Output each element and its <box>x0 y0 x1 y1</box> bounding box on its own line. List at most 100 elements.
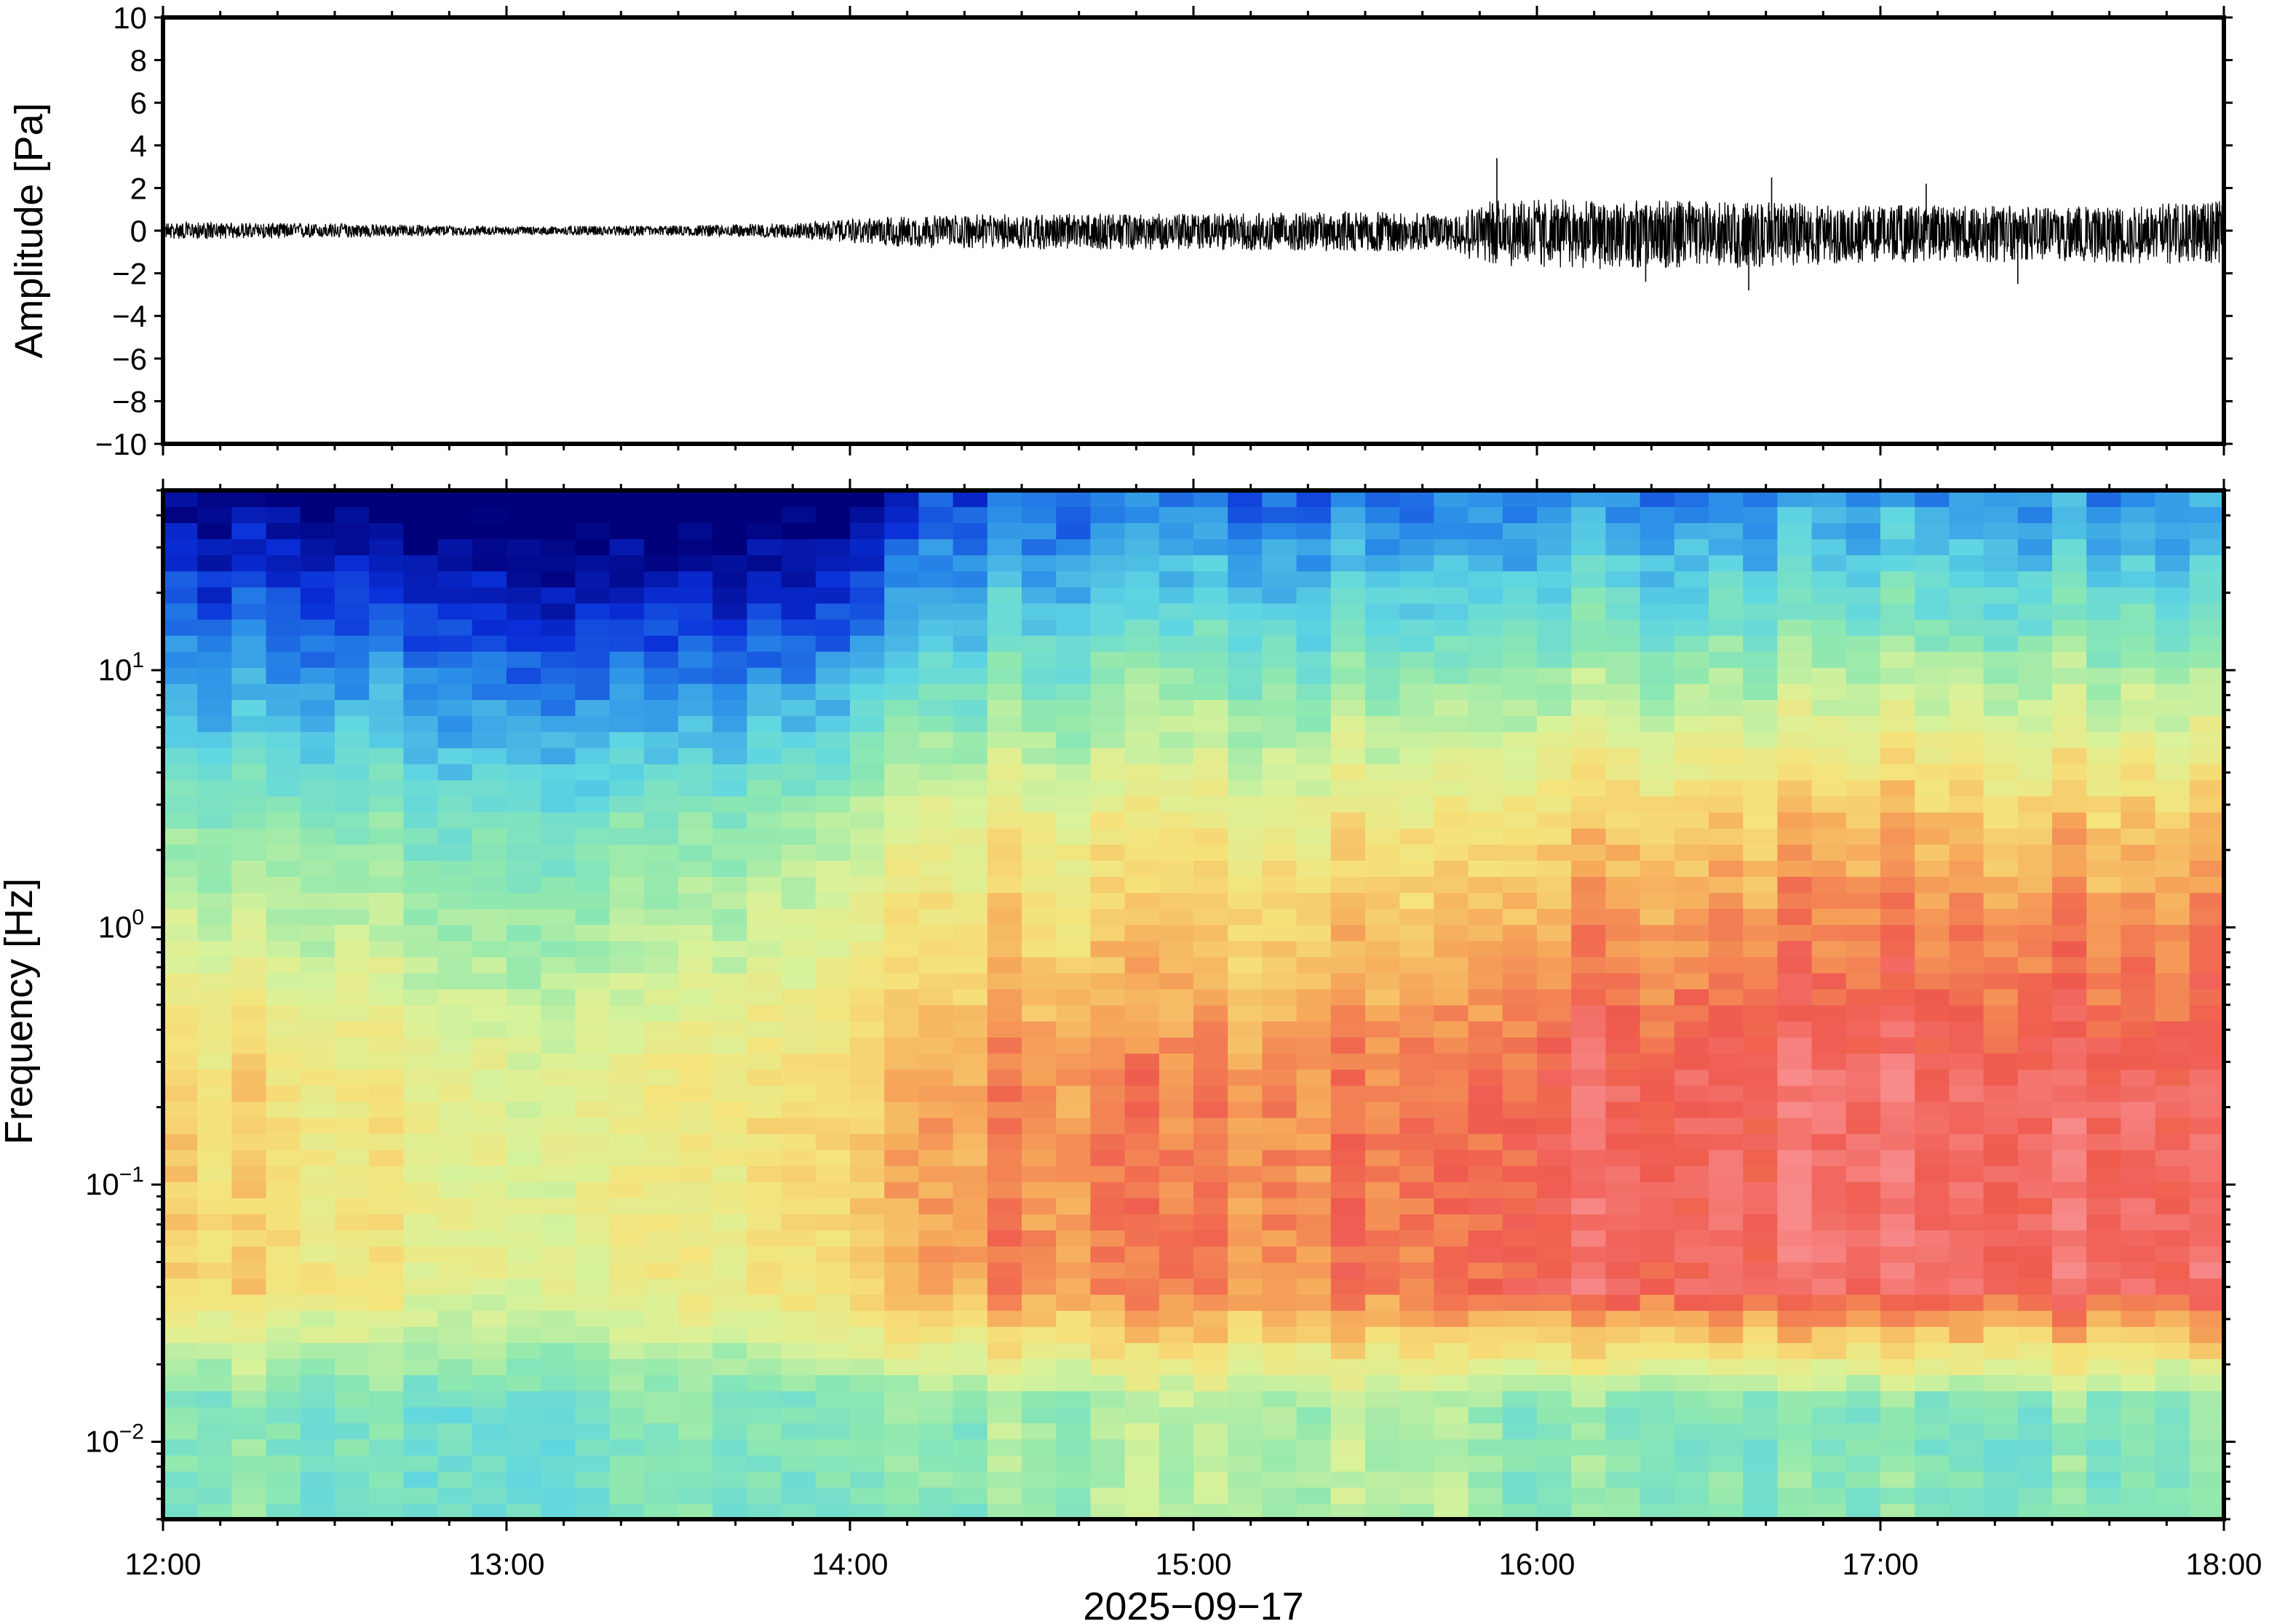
spectrogram-cell <box>1880 538 1915 556</box>
spectrogram-cell <box>197 1053 233 1070</box>
spectrogram-cell <box>781 1326 816 1343</box>
spectrogram-cell <box>266 586 301 604</box>
spectrogram-cell <box>2155 538 2190 556</box>
spectrogram-cell <box>266 1278 301 1295</box>
spectrogram-cell <box>1228 1182 1263 1198</box>
spectrogram-cell <box>1022 1117 1057 1134</box>
spectrogram-cell <box>2086 940 2122 958</box>
spectrogram-cell <box>163 1470 198 1488</box>
spectrogram-cell <box>781 1502 816 1519</box>
spectrogram-cell <box>197 876 233 893</box>
spectrogram-cell <box>197 1294 233 1311</box>
spectrogram-cell <box>266 1085 301 1102</box>
spectrogram-cell <box>1915 1470 1950 1488</box>
spectrogram-cell <box>1090 650 1126 668</box>
spectrogram-cell <box>1777 828 1813 845</box>
spectrogram-cell <box>369 1133 405 1150</box>
spectrogram-cell <box>1777 1310 1813 1327</box>
spectrogram-cell <box>575 667 611 684</box>
spectrogram-cell <box>1365 586 1400 604</box>
spectrogram-cell <box>1605 522 1641 540</box>
spectrogram-cell <box>1468 1037 1503 1054</box>
spectrogram-cell <box>609 1214 645 1231</box>
spectrogram-cell <box>2086 506 2122 523</box>
spectrogram-cell <box>2155 1262 2190 1279</box>
spectrogram-cell <box>1605 1454 1641 1472</box>
spectrogram-cell <box>1674 1165 1709 1182</box>
spectrogram-cell <box>403 924 439 942</box>
spectrogram-cell <box>2189 1246 2224 1263</box>
spectrogram-cell <box>2121 1470 2156 1488</box>
spectrogram-cell <box>1262 1390 1298 1408</box>
spectrogram-cell <box>2052 1133 2087 1150</box>
spectrogram-cell <box>1365 1005 1400 1022</box>
spectrogram-cell <box>266 618 301 636</box>
spectrogram-cell <box>1159 1053 1194 1070</box>
spectrogram-cell <box>266 1133 301 1150</box>
spectrogram-cell <box>1022 506 1057 523</box>
spectrogram-cell <box>1365 554 1400 572</box>
spectrogram-cell <box>1090 908 1126 926</box>
spectrogram-cell <box>403 940 439 958</box>
spectrogram-cell <box>335 779 370 797</box>
spectrogram-cell <box>1262 554 1298 572</box>
spectrogram-cell <box>918 1502 954 1519</box>
spectrogram-cell <box>335 570 370 588</box>
spectrogram-cell <box>1365 1246 1400 1263</box>
spectrogram-cell <box>1640 1358 1675 1375</box>
spectrogram-cell <box>1674 1262 1709 1279</box>
spectrogram-cell <box>266 811 301 829</box>
spectrogram-cell <box>781 1310 816 1327</box>
spectrogram-cell <box>1777 876 1813 893</box>
spectrogram-cell <box>815 731 851 749</box>
spectrogram-cell <box>1056 860 1092 877</box>
spectrogram-cell <box>2086 731 2122 749</box>
spectrogram-cell <box>266 1230 301 1247</box>
spectrogram-cell <box>1880 988 1915 1006</box>
spectrogram-cell <box>953 1326 988 1343</box>
spectrogram-cell <box>1845 1374 1881 1392</box>
spectrogram-cell <box>1365 1149 1400 1166</box>
spectrogram-cell <box>1983 940 2019 958</box>
spectrogram-cell <box>1640 602 1675 620</box>
spectrogram-cell <box>1502 1117 1538 1134</box>
spectrogram-cell <box>1296 828 1332 845</box>
spectrogram-cell <box>1571 972 1607 990</box>
spectrogram-cell <box>300 747 335 765</box>
spectrogram-cell <box>1193 715 1228 733</box>
spectrogram-cell <box>1434 795 1469 813</box>
spectrogram-cell <box>300 795 335 813</box>
spectrogram-cell <box>541 1326 576 1343</box>
spectrogram-cell <box>1056 538 1092 556</box>
spectrogram-cell <box>1845 715 1881 733</box>
spectrogram-cell <box>953 1101 988 1118</box>
spectrogram-cell <box>437 490 473 507</box>
spectrogram-cell <box>643 1149 679 1166</box>
spectrogram-cell <box>1811 570 1847 588</box>
spectrogram-cell <box>2121 1069 2156 1086</box>
spectrogram-cell <box>231 1053 267 1070</box>
spectrogram-cell <box>1537 1214 1572 1231</box>
spectrogram-cell <box>2189 1037 2224 1054</box>
spectrogram-cell <box>1296 1214 1332 1231</box>
spectrogram-cell <box>575 763 611 781</box>
spectrogram-cell <box>1193 554 1228 572</box>
spectrogram-cell <box>1674 1470 1709 1488</box>
spectrogram-cell <box>1228 828 1263 845</box>
spectrogram-cell <box>850 1021 885 1038</box>
spectrogram-cell <box>918 795 954 813</box>
spectrogram-cell <box>1502 1182 1538 1198</box>
spectrogram-cell <box>643 667 679 684</box>
spectrogram-cell <box>643 860 679 877</box>
spectrogram-cell <box>1502 1406 1538 1424</box>
spectrogram-cell <box>1262 972 1298 990</box>
spectrogram-cell <box>712 763 748 781</box>
spectrogram-cell <box>1434 1422 1469 1440</box>
spectrogram-cell <box>712 1149 748 1166</box>
spectrogram-cell <box>1434 506 1469 523</box>
spectrogram-cell <box>1330 1165 1366 1182</box>
spectrogram-cell <box>1880 731 1915 749</box>
spectrogram-cell <box>1124 1165 1160 1182</box>
spectrogram-cell <box>1537 956 1572 974</box>
spectrogram-cell <box>163 747 198 765</box>
